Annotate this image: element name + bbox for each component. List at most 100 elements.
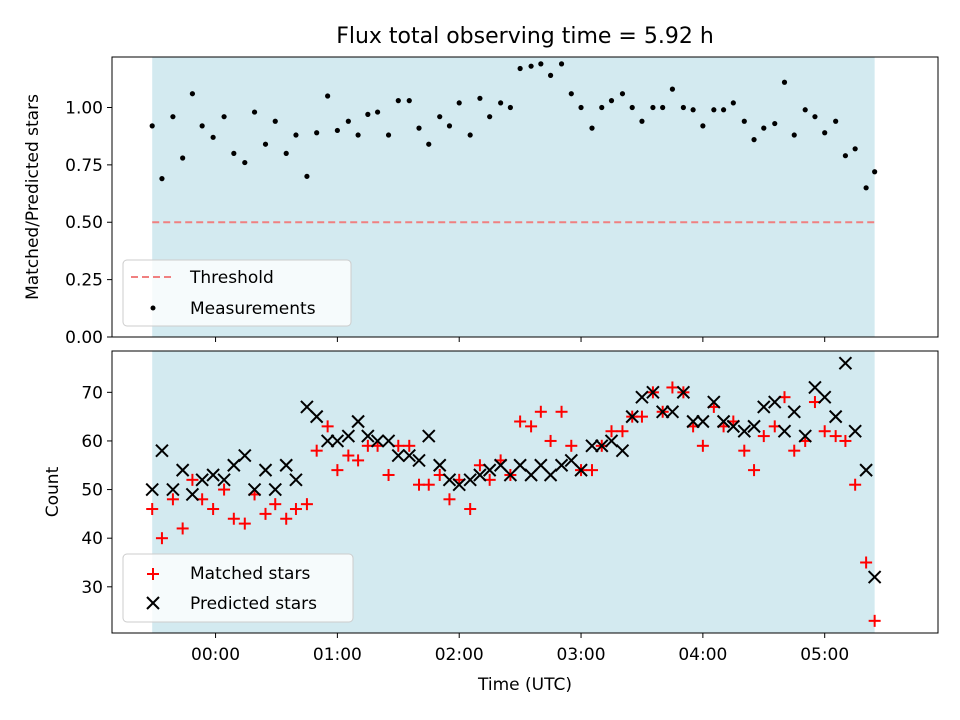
legend-matched-swatch xyxy=(147,568,159,580)
measurement-point xyxy=(761,125,767,131)
predicted-star-marker-b xyxy=(145,482,159,497)
predicted-star-marker xyxy=(737,424,751,438)
predicted-star-marker-b xyxy=(422,429,436,443)
y-tick-label: 40 xyxy=(81,529,103,549)
matched-star-marker xyxy=(788,444,801,457)
predicted-star-marker xyxy=(707,395,721,409)
predicted-star-marker xyxy=(268,482,282,497)
matched-star-marker xyxy=(616,425,629,438)
measurement-point xyxy=(517,65,523,72)
measurement-point xyxy=(589,125,595,131)
predicted-star-marker xyxy=(768,395,782,409)
measurement-point xyxy=(293,132,299,138)
x-tick-label: 05:00 xyxy=(800,645,849,665)
predicted-star-marker xyxy=(351,414,365,429)
predicted-star-marker xyxy=(595,439,609,453)
predicted-star-marker xyxy=(442,473,457,487)
measurement-point xyxy=(272,118,278,124)
matched-star-marker xyxy=(280,512,293,525)
predicted-star-marker-b xyxy=(808,380,822,395)
predicted-star-marker-b xyxy=(381,434,396,448)
predicted-star-marker-b xyxy=(442,473,457,487)
measurement-point xyxy=(619,91,626,97)
predicted-star-marker xyxy=(615,443,630,458)
predicted-star-marker-b xyxy=(268,482,282,497)
measurement-point xyxy=(639,118,645,124)
predicted-star-marker xyxy=(452,477,466,492)
matched-star-marker xyxy=(534,405,547,418)
predicted-star-marker xyxy=(787,405,801,419)
matched-star-marker xyxy=(403,439,416,452)
predicted-star-marker xyxy=(757,400,771,414)
predicted-star-marker-b xyxy=(726,419,741,434)
predicted-star-marker-b xyxy=(665,405,680,419)
y-tick-label: 30 xyxy=(81,578,103,598)
predicted-star-marker xyxy=(361,429,375,443)
measurement-point xyxy=(314,130,320,136)
predicted-star-marker-b xyxy=(554,458,569,472)
measurement-point xyxy=(822,130,828,136)
measurement-point xyxy=(283,150,289,156)
predicted-star-marker xyxy=(206,468,220,482)
predicted-star-marker xyxy=(635,390,649,404)
predicted-star-marker xyxy=(625,409,639,424)
predicted-star-marker-b xyxy=(433,458,447,472)
predicted-star-marker-b xyxy=(747,419,761,434)
predicted-star-marker-b xyxy=(867,570,882,584)
predicted-star-marker xyxy=(848,424,862,438)
measurement-point xyxy=(720,107,727,113)
predicted-star-marker xyxy=(412,453,426,468)
predicted-star-marker-b xyxy=(482,463,497,477)
measurement-point xyxy=(842,153,849,159)
predicted-star-marker xyxy=(166,482,180,497)
measurement-point xyxy=(221,114,227,120)
predicted-star-marker-b xyxy=(798,429,812,443)
predicted-star-marker-b xyxy=(534,458,548,472)
y-tick-label: 0.00 xyxy=(65,328,103,348)
legend-predicted-swatch xyxy=(146,596,160,610)
measurement-point xyxy=(730,100,736,106)
predicted-star-marker xyxy=(686,414,700,429)
predicted-star-marker-b xyxy=(175,463,190,477)
predicted-star-marker-b xyxy=(391,448,406,463)
predicted-star-marker xyxy=(145,482,159,497)
predicted-star-marker-b xyxy=(716,414,731,429)
measurement-point xyxy=(660,104,666,111)
matched-star-marker xyxy=(382,468,395,481)
measurement-point xyxy=(487,114,493,120)
predicted-star-marker xyxy=(696,414,710,429)
measurement-point xyxy=(498,100,504,106)
predicted-star-marker xyxy=(175,463,190,477)
bottom-legend-box xyxy=(122,553,354,623)
matched-star-marker xyxy=(666,381,679,394)
predicted-star-marker xyxy=(482,463,497,477)
measurement-point xyxy=(416,125,422,131)
predicted-star-marker xyxy=(554,458,569,472)
matched-star-marker xyxy=(860,556,873,569)
predicted-star-marker-b xyxy=(655,405,670,419)
predicted-star-marker-b xyxy=(635,390,649,404)
chart-title: Flux total observing time = 5.92 h xyxy=(336,24,714,49)
measurement-point xyxy=(568,91,574,97)
x-tick-label: 03:00 xyxy=(557,645,606,665)
measurement-point xyxy=(210,134,216,140)
matched-star-marker xyxy=(238,517,251,530)
top-panel: 0.00 0.25 0.50 0.75 1.00 Matched/Predicted s… xyxy=(23,56,939,348)
predicted-star-marker-b xyxy=(238,448,252,463)
measurement-point xyxy=(334,127,340,134)
predicted-star-marker xyxy=(859,463,873,477)
y-tick-label: 70 xyxy=(81,383,103,403)
predicted-star-marker-b xyxy=(817,390,832,404)
predicted-star-marker-b xyxy=(696,414,710,429)
y-tick-label: 1.00 xyxy=(65,98,103,118)
predicted-star-marker-b xyxy=(473,468,487,482)
predicted-star-marker-b xyxy=(370,434,385,448)
predicted-star-marker xyxy=(828,409,843,424)
predicted-star-marker xyxy=(716,414,731,429)
matched-star-marker xyxy=(269,498,282,511)
bottom-panel-ylabel: Count xyxy=(43,466,63,517)
predicted-star-marker-b xyxy=(859,463,873,477)
matched-star-marker xyxy=(555,405,568,418)
measurement-point xyxy=(159,176,165,182)
